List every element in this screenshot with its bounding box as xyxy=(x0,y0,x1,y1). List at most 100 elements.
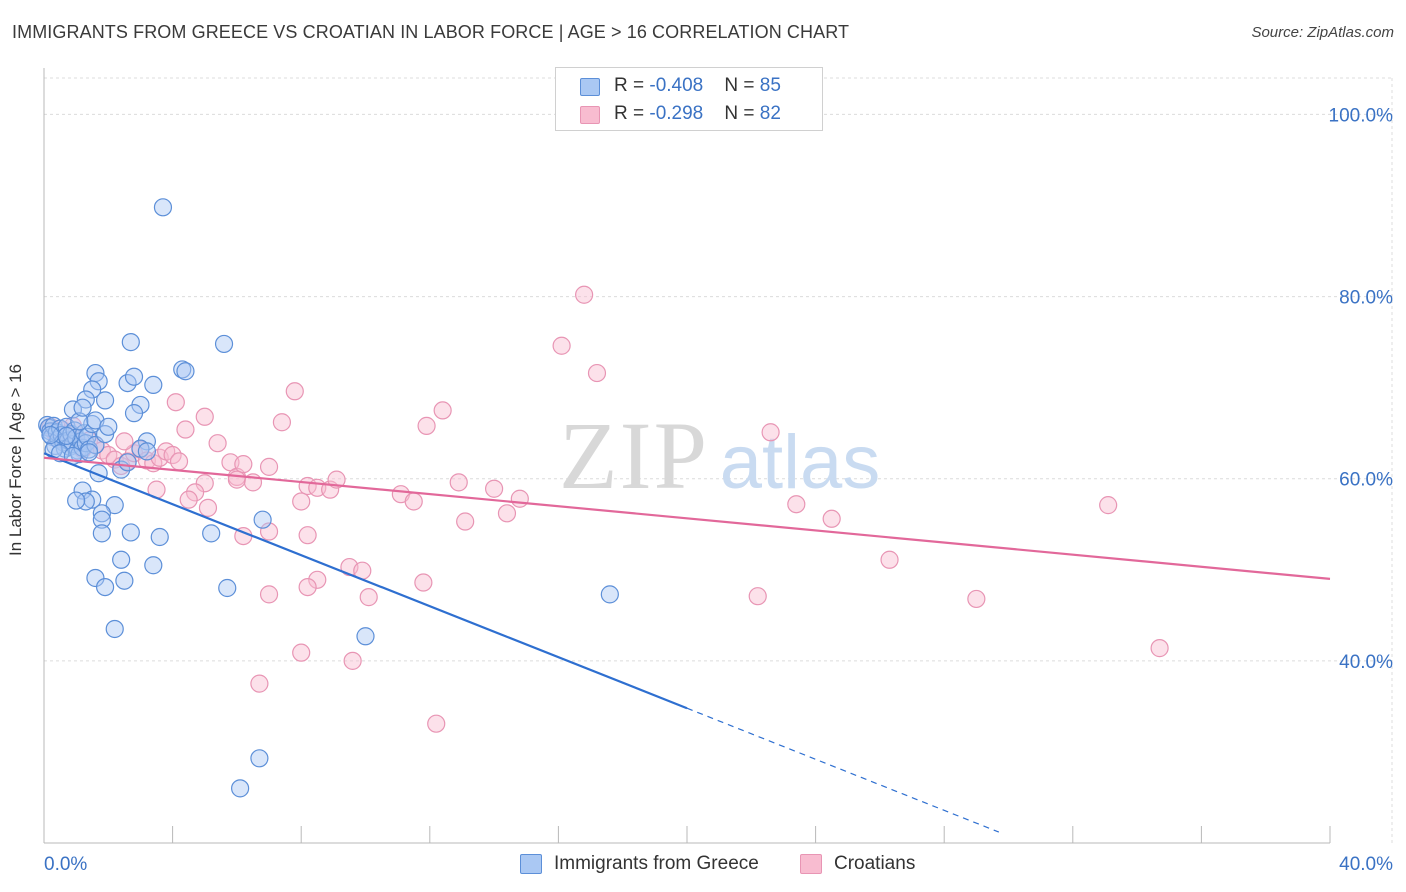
croatians-n-label: N = xyxy=(724,103,760,124)
greece-r-label: R = xyxy=(614,75,650,96)
croatians-point-28 xyxy=(195,407,214,426)
greece-point-63 xyxy=(67,491,86,510)
greece-point-54 xyxy=(153,198,173,217)
greece-point-76 xyxy=(95,577,115,597)
croatians-point-53 xyxy=(308,570,327,589)
croatians-point-73 xyxy=(427,714,446,733)
croatians-point-79 xyxy=(967,589,986,609)
croatians-point-54 xyxy=(298,577,317,597)
croatians-point-27 xyxy=(176,420,195,439)
croatians-point-71 xyxy=(575,285,594,304)
y-tick-label-1: 60.0% xyxy=(1339,470,1393,491)
croatians-point-47 xyxy=(298,526,317,545)
greece-point-60 xyxy=(73,481,92,500)
croatians-point-74 xyxy=(761,423,780,442)
croatians-r-label: R = xyxy=(614,103,650,124)
croatians-point-78 xyxy=(880,550,899,569)
greece-point-82 xyxy=(231,779,250,798)
greece-point-41 xyxy=(70,412,89,431)
greece-n-value: 85 xyxy=(759,75,781,96)
croatians-trend-line xyxy=(43,456,1331,580)
croatians-point-80 xyxy=(1099,496,1118,515)
greece-point-79 xyxy=(356,627,375,646)
greece-swatch xyxy=(580,78,600,96)
trend-lines xyxy=(43,452,1331,833)
greece-point-64 xyxy=(105,496,124,515)
greece-point-68 xyxy=(121,523,140,542)
croatians-point-76 xyxy=(787,495,806,514)
greece-point-46 xyxy=(144,375,163,395)
greece-trend-line xyxy=(43,452,688,710)
croatians-points xyxy=(41,285,1169,733)
greece-legend-swatch xyxy=(520,854,542,874)
greece-point-65 xyxy=(92,504,111,523)
croatians-point-58 xyxy=(250,674,269,693)
greece-point-81 xyxy=(250,749,269,768)
greece-point-34 xyxy=(57,426,76,446)
croatians-point-42 xyxy=(285,382,304,401)
y-tick-labels: 40.0% 60.0% 80.0% 100.0% xyxy=(1329,105,1394,672)
croatians-point-62 xyxy=(414,573,433,592)
croatians-point-35 xyxy=(186,483,205,502)
greece-point-77 xyxy=(218,578,237,598)
croatians-point-33 xyxy=(227,470,246,489)
croatians-point-25 xyxy=(115,432,134,451)
greece-point-74 xyxy=(86,568,105,588)
croatians-point-55 xyxy=(359,588,378,607)
greece-point-83 xyxy=(73,398,92,417)
croatians-point-81 xyxy=(1150,639,1169,658)
greece-point-32 xyxy=(79,443,99,462)
greece-point-75 xyxy=(115,571,134,590)
croatians-point-32 xyxy=(234,455,253,474)
greece-point-70 xyxy=(202,524,221,543)
greece-point-51 xyxy=(173,360,192,379)
greece-point-58 xyxy=(118,453,137,472)
greece-point-52 xyxy=(176,362,195,381)
x-tick-label-1: 40.0% xyxy=(1339,854,1393,875)
croatians-point-70 xyxy=(587,363,607,383)
watermark-atlas: atlas xyxy=(720,420,881,505)
greece-points xyxy=(38,198,619,798)
y-tick-label-0: 40.0% xyxy=(1339,652,1393,673)
greece-point-80 xyxy=(600,585,619,604)
greece-point-67 xyxy=(92,524,111,543)
greece-point-66 xyxy=(92,510,111,529)
greece-point-61 xyxy=(83,490,102,509)
greece-point-84 xyxy=(99,417,118,436)
croatians-point-40 xyxy=(259,457,279,476)
axes xyxy=(43,68,1331,844)
greece-r-value: -0.408 xyxy=(649,75,704,96)
croatians-legend-label: Croatians xyxy=(834,853,916,874)
croatians-point-66 xyxy=(456,512,475,531)
greece-point-78 xyxy=(105,619,124,639)
greece-point-69 xyxy=(150,527,169,547)
greece-n-label: N = xyxy=(724,75,760,96)
greece-point-49 xyxy=(137,432,156,451)
croatians-point-34 xyxy=(195,474,214,493)
croatians-point-44 xyxy=(292,492,311,511)
croatians-r-value: -0.298 xyxy=(649,103,704,124)
croatians-legend-swatch xyxy=(800,854,822,874)
greece-point-56 xyxy=(137,442,156,461)
croatians-point-75 xyxy=(748,587,767,606)
watermark: ZIP atlas xyxy=(559,402,880,509)
croatians-point-36 xyxy=(179,490,198,509)
greece-point-45 xyxy=(124,367,144,386)
y-tick-label-2: 80.0% xyxy=(1339,288,1393,309)
greece-point-53 xyxy=(214,334,234,354)
greece-point-71 xyxy=(253,510,272,529)
y-axis-label: In Labor Force | Age > 16 xyxy=(6,364,26,556)
croatians-n-value: 82 xyxy=(759,103,781,124)
greece-point-37 xyxy=(95,391,115,410)
source-credit: Source: ZipAtlas.com xyxy=(1251,24,1394,41)
croatians-point-26 xyxy=(166,393,185,412)
y-axis-label-text: In Labor Force | Age > 16 xyxy=(6,363,25,557)
greece-point-62 xyxy=(76,492,95,511)
greece-point-38 xyxy=(83,380,102,399)
croatians-point-72 xyxy=(552,336,571,355)
greece-point-72 xyxy=(112,550,131,569)
croatians-point-64 xyxy=(433,401,452,420)
croatians-point-61 xyxy=(404,492,423,511)
watermark-zip: ZIP xyxy=(559,402,709,509)
croatians-point-29 xyxy=(208,434,227,453)
